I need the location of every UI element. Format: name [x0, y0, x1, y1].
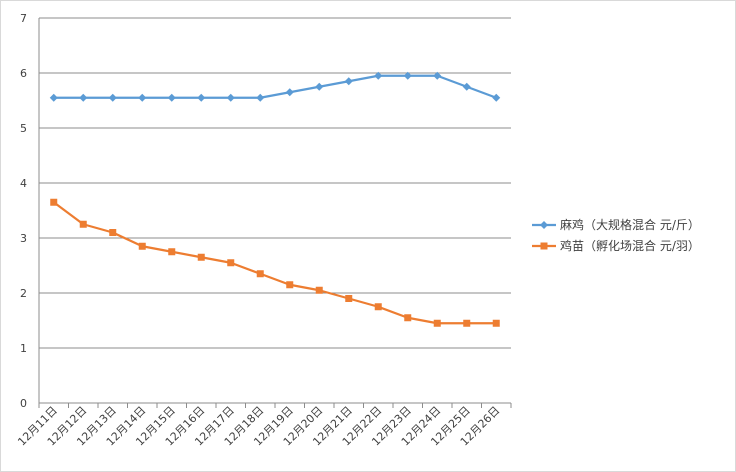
series-1: [49, 71, 501, 102]
y-axis-tick-labels: 0 1 2 3 4 5 6 7: [20, 12, 27, 410]
legend-label: 麻鸡（大规格混合 元/斤）: [560, 217, 700, 232]
series-2: [50, 198, 500, 327]
y-tick-label: 5: [20, 122, 27, 135]
data-point: [197, 253, 205, 261]
y-tick-label: 1: [20, 342, 27, 355]
data-point: [315, 286, 323, 294]
series-line: [53, 74, 497, 99]
data-point: [374, 303, 382, 311]
y-tick-label: 0: [20, 397, 27, 410]
y-tick-label: 3: [20, 232, 27, 245]
data-point: [462, 82, 471, 91]
legend: 麻鸡（大规格混合 元/斤） 鸡苗（孵化场混合 元/羽）: [532, 217, 700, 253]
gridlines: [38, 17, 511, 404]
data-point: [463, 319, 471, 327]
data-point: [344, 77, 353, 86]
series-group: [49, 71, 501, 327]
data-point: [49, 93, 58, 102]
data-point: [256, 270, 264, 278]
data-point: [226, 93, 235, 102]
data-point: [285, 88, 294, 97]
y-tick-label: 2: [20, 287, 27, 300]
legend-label: 鸡苗（孵化场混合 元/羽）: [560, 238, 700, 253]
data-point: [79, 93, 88, 102]
data-point: [433, 71, 442, 80]
data-point: [227, 259, 235, 267]
legend-marker: [540, 242, 548, 250]
y-tick-label: 7: [20, 12, 27, 25]
data-point: [168, 248, 176, 256]
series-line: [53, 201, 497, 325]
legend-entry: 麻鸡（大规格混合 元/斤）: [532, 217, 700, 232]
data-point: [315, 82, 324, 91]
data-point: [403, 71, 412, 80]
data-point: [345, 295, 353, 302]
data-point: [109, 229, 117, 236]
data-point: [138, 242, 146, 250]
data-point: [374, 71, 383, 80]
data-point: [492, 93, 501, 102]
data-point: [167, 93, 176, 102]
data-point: [79, 220, 87, 228]
data-point: [197, 93, 206, 102]
data-point: [50, 198, 58, 206]
data-point: [108, 93, 117, 102]
data-point: [138, 93, 147, 102]
legend-entry: 鸡苗（孵化场混合 元/羽）: [532, 238, 700, 253]
data-point: [492, 319, 500, 327]
data-point: [404, 314, 412, 322]
data-point: [433, 319, 441, 327]
y-tick-label: 4: [20, 177, 27, 190]
legend-marker: [540, 221, 548, 229]
data-point: [286, 281, 294, 289]
x-axis: 12月11日12月12日12月13日12月14日12月15日12月16日12月1…: [15, 403, 512, 448]
data-point: [256, 93, 265, 102]
y-tick-label: 6: [20, 67, 27, 80]
